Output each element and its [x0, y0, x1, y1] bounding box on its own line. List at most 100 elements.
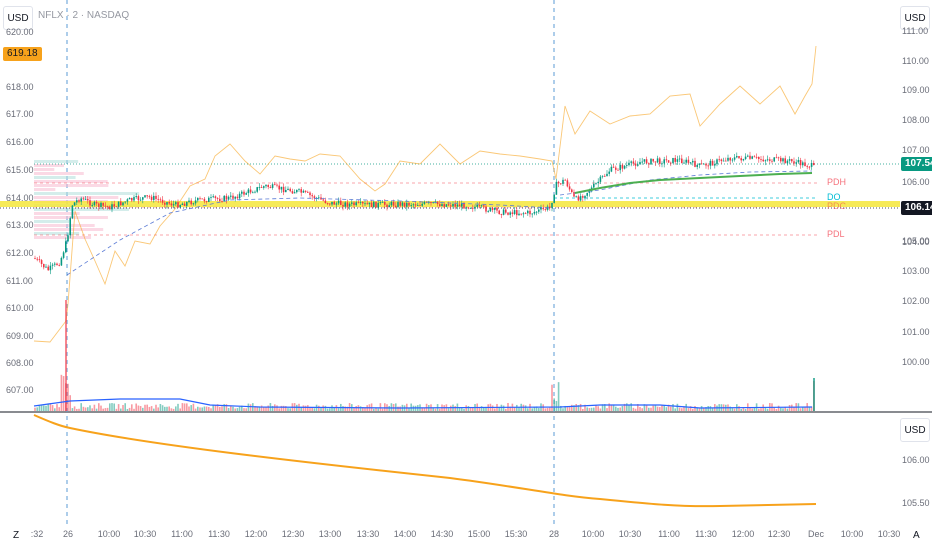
- volume-bar: [150, 406, 153, 411]
- candle: [355, 200, 357, 207]
- right-tick: 104.00: [902, 237, 930, 247]
- volume-bar: [168, 406, 170, 411]
- volume-bar: [597, 406, 599, 411]
- candle: [67, 233, 69, 243]
- candle: [194, 196, 197, 206]
- left-tick: 609.00: [6, 331, 34, 341]
- volume-bar: [615, 406, 617, 411]
- volume-bar: [485, 406, 487, 411]
- candle: [71, 205, 74, 220]
- volume-bar: [399, 406, 401, 411]
- volume-bar: [373, 408, 375, 411]
- candle: [221, 197, 223, 203]
- volume-bar: [813, 378, 815, 411]
- candle: [412, 203, 415, 209]
- volume-bar: [610, 405, 613, 411]
- volume-bar: [808, 407, 811, 411]
- candle: [38, 255, 41, 263]
- right-currency-button[interactable]: USD: [900, 6, 930, 30]
- volume-bar: [265, 406, 267, 411]
- lower-indicator-line: [33, 414, 817, 508]
- auto-scale-button-left[interactable]: Z: [13, 530, 20, 541]
- volume-profile-bar: [34, 168, 55, 171]
- volume-bar: [641, 408, 643, 411]
- candle: [287, 186, 289, 191]
- volume-bar: [555, 400, 558, 411]
- volume-bar: [379, 403, 382, 411]
- candle: [403, 202, 406, 208]
- candle: [760, 155, 762, 163]
- volume-bar: [62, 376, 65, 411]
- candle: [340, 197, 342, 206]
- volume-bar: [313, 408, 316, 411]
- candle: [692, 158, 694, 166]
- volume-bar: [302, 405, 305, 411]
- yellow-level-band: [0, 201, 900, 207]
- candle: [414, 201, 417, 209]
- auto-scale-button-right[interactable]: A: [913, 530, 920, 541]
- candle: [722, 157, 725, 162]
- volume-bar: [241, 405, 243, 411]
- candle: [236, 194, 239, 200]
- volume-bar: [709, 406, 712, 411]
- time-tick: 12:30: [767, 529, 791, 539]
- candle: [54, 261, 56, 267]
- candle: [549, 202, 551, 211]
- candle: [557, 180, 560, 188]
- candle: [700, 159, 703, 165]
- candle: [269, 184, 272, 189]
- candle: [311, 193, 313, 200]
- candle: [793, 157, 795, 167]
- time-tick: :32: [30, 529, 44, 539]
- volume-bar: [109, 403, 111, 411]
- candle: [410, 202, 412, 209]
- volume-bar: [692, 408, 694, 411]
- time-tick: 10:00: [840, 529, 864, 539]
- candle: [304, 190, 307, 194]
- time-tick: 12:00: [731, 529, 755, 539]
- volume-bar: [309, 408, 311, 411]
- lower-pane-currency-button[interactable]: USD: [900, 418, 930, 442]
- volume-bar: [216, 404, 219, 411]
- candle: [579, 193, 582, 202]
- candle: [397, 199, 399, 209]
- candle: [656, 155, 659, 164]
- candle: [608, 168, 610, 177]
- candle: [247, 188, 250, 197]
- volume-bar: [71, 408, 74, 411]
- volume-bar: [513, 407, 516, 411]
- candle: [747, 154, 749, 158]
- left-currency-button[interactable]: USD: [3, 6, 33, 30]
- candle: [586, 192, 588, 200]
- right-tick: 100.00: [902, 357, 930, 367]
- volume-bar: [289, 408, 291, 411]
- candle: [265, 184, 267, 189]
- volume-bar: [115, 408, 118, 411]
- right-tick: 107.00: [902, 145, 930, 155]
- volume-bar: [509, 406, 511, 411]
- candle: [276, 183, 278, 188]
- volume-bar: [758, 408, 760, 411]
- volume-bar: [355, 406, 357, 411]
- right-tick: 109.00: [902, 85, 930, 95]
- volume-bar: [478, 406, 481, 411]
- candle: [353, 201, 355, 208]
- volume-profile-bar: [34, 184, 109, 187]
- candle: [738, 155, 740, 159]
- volume-bar: [595, 405, 597, 411]
- candle: [91, 202, 93, 208]
- candle: [225, 193, 228, 204]
- volume-profile-bar: [34, 236, 92, 239]
- candle: [344, 201, 346, 209]
- candle: [773, 156, 775, 163]
- candle: [806, 164, 808, 170]
- candle: [716, 158, 718, 167]
- volume-bar: [621, 405, 624, 411]
- volume-bar: [461, 408, 463, 411]
- candle: [43, 263, 45, 270]
- volume-bar: [544, 408, 547, 411]
- volume-bar: [78, 408, 80, 411]
- volume-bar: [148, 406, 151, 411]
- volume-bar: [60, 374, 63, 411]
